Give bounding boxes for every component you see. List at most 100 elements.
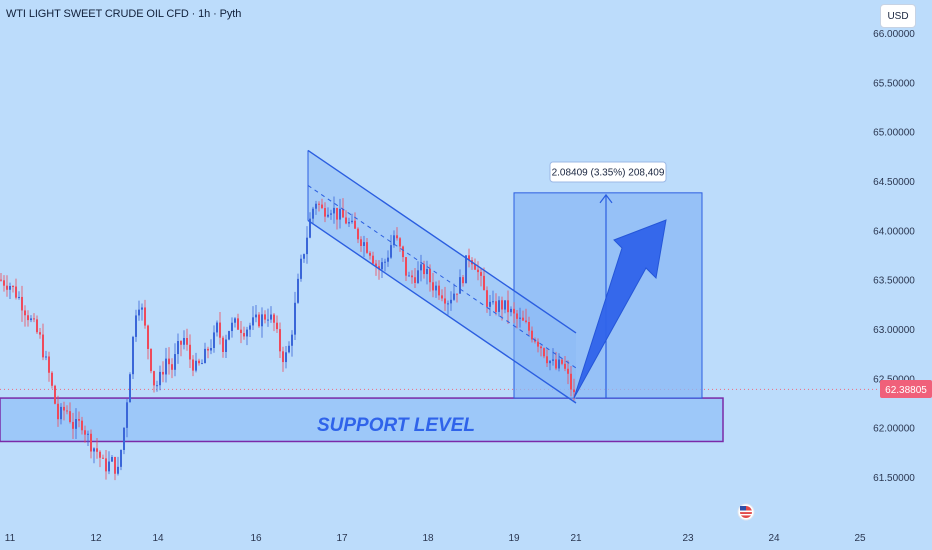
candle-body bbox=[285, 352, 287, 363]
candle-body bbox=[69, 411, 71, 422]
candle-body bbox=[72, 421, 74, 429]
candle-body bbox=[213, 332, 215, 349]
candle-body bbox=[123, 427, 125, 450]
candle-body bbox=[165, 358, 167, 375]
candle-body bbox=[300, 258, 302, 279]
candle-body bbox=[54, 385, 56, 404]
candle-body bbox=[6, 285, 8, 290]
candle-body bbox=[507, 300, 509, 313]
candle-body bbox=[561, 359, 563, 364]
candle-body bbox=[414, 277, 416, 283]
candle-body bbox=[315, 203, 317, 209]
candle-body bbox=[441, 295, 443, 299]
candle-body bbox=[39, 332, 41, 335]
candle-body bbox=[327, 214, 329, 217]
candle-body bbox=[393, 235, 395, 246]
y-tick-label: 65.50000 bbox=[873, 78, 915, 89]
candle-body bbox=[24, 310, 26, 316]
candle-body bbox=[147, 325, 149, 349]
candle-body bbox=[66, 410, 68, 412]
candle-body bbox=[255, 314, 257, 318]
candle-body bbox=[321, 204, 323, 209]
candle-body bbox=[162, 371, 164, 375]
candle-body bbox=[99, 451, 101, 458]
candle-body bbox=[273, 314, 275, 323]
candle-body bbox=[225, 339, 227, 352]
candle-body bbox=[504, 300, 506, 310]
candle-body bbox=[336, 207, 338, 220]
channel-lower-line bbox=[307, 219, 577, 404]
candle-body bbox=[15, 286, 17, 298]
candle-body bbox=[543, 348, 545, 357]
candle-body bbox=[222, 337, 224, 352]
candle-body bbox=[303, 254, 305, 259]
candle-body bbox=[408, 275, 410, 277]
candle-body bbox=[102, 457, 104, 459]
candle-body bbox=[351, 220, 353, 223]
x-tick-label: 17 bbox=[336, 533, 348, 544]
candle-body bbox=[261, 314, 263, 327]
overlays bbox=[307, 149, 667, 404]
candle-body bbox=[12, 286, 14, 288]
candle-body bbox=[474, 264, 476, 270]
candle-body bbox=[354, 220, 356, 229]
candle-body bbox=[87, 433, 89, 435]
candle-body bbox=[84, 430, 86, 435]
candle-body bbox=[198, 360, 200, 364]
candle-body bbox=[75, 419, 77, 429]
candle-body bbox=[495, 301, 497, 312]
x-tick-label: 25 bbox=[854, 533, 866, 544]
candle-body bbox=[564, 363, 566, 369]
candle-body bbox=[189, 344, 191, 360]
candle-body bbox=[207, 348, 209, 351]
candle-body bbox=[423, 264, 425, 275]
candle-body bbox=[264, 314, 266, 320]
candle-body bbox=[312, 208, 314, 219]
candle-body bbox=[51, 372, 53, 386]
candle-body bbox=[57, 403, 59, 420]
candle-body bbox=[186, 337, 188, 345]
candle-body bbox=[570, 373, 572, 390]
candle-body bbox=[156, 385, 158, 387]
candle-body bbox=[138, 309, 140, 316]
candle-body bbox=[558, 359, 560, 369]
candle-body bbox=[360, 239, 362, 246]
candle-body bbox=[279, 329, 281, 352]
candle-body bbox=[342, 208, 344, 218]
candle-body bbox=[3, 280, 5, 286]
candle-body bbox=[429, 268, 431, 283]
candle-body bbox=[93, 448, 95, 452]
candle-body bbox=[573, 389, 575, 393]
support-level-label: SUPPORT LEVEL bbox=[317, 415, 475, 436]
candles bbox=[0, 196, 575, 481]
candle-body bbox=[288, 345, 290, 353]
currency-button[interactable]: USD bbox=[880, 4, 916, 28]
channel-upper-line bbox=[307, 149, 577, 334]
candle-body bbox=[129, 374, 131, 403]
candle-body bbox=[432, 282, 434, 291]
candle-body bbox=[249, 325, 251, 330]
candle-body bbox=[153, 371, 155, 386]
candle-body bbox=[519, 317, 521, 319]
candle-body bbox=[18, 296, 20, 298]
candle-body bbox=[45, 356, 47, 358]
candle-body bbox=[117, 466, 119, 474]
us-flag-icon[interactable] bbox=[737, 503, 755, 521]
x-tick-label: 16 bbox=[250, 533, 262, 544]
candle-body bbox=[447, 303, 449, 305]
candle-body bbox=[405, 257, 407, 276]
candle-body bbox=[309, 218, 311, 238]
candle-body bbox=[384, 261, 386, 263]
candle-body bbox=[462, 277, 464, 284]
candle-body bbox=[195, 360, 197, 371]
candle-body bbox=[81, 420, 83, 431]
candle-body bbox=[168, 358, 170, 365]
x-tick-label: 14 bbox=[152, 533, 164, 544]
candle-body bbox=[453, 293, 455, 300]
candle-body bbox=[33, 318, 35, 320]
candle-body bbox=[114, 456, 116, 474]
candle-body bbox=[510, 308, 512, 313]
x-tick-label: 12 bbox=[90, 533, 102, 544]
